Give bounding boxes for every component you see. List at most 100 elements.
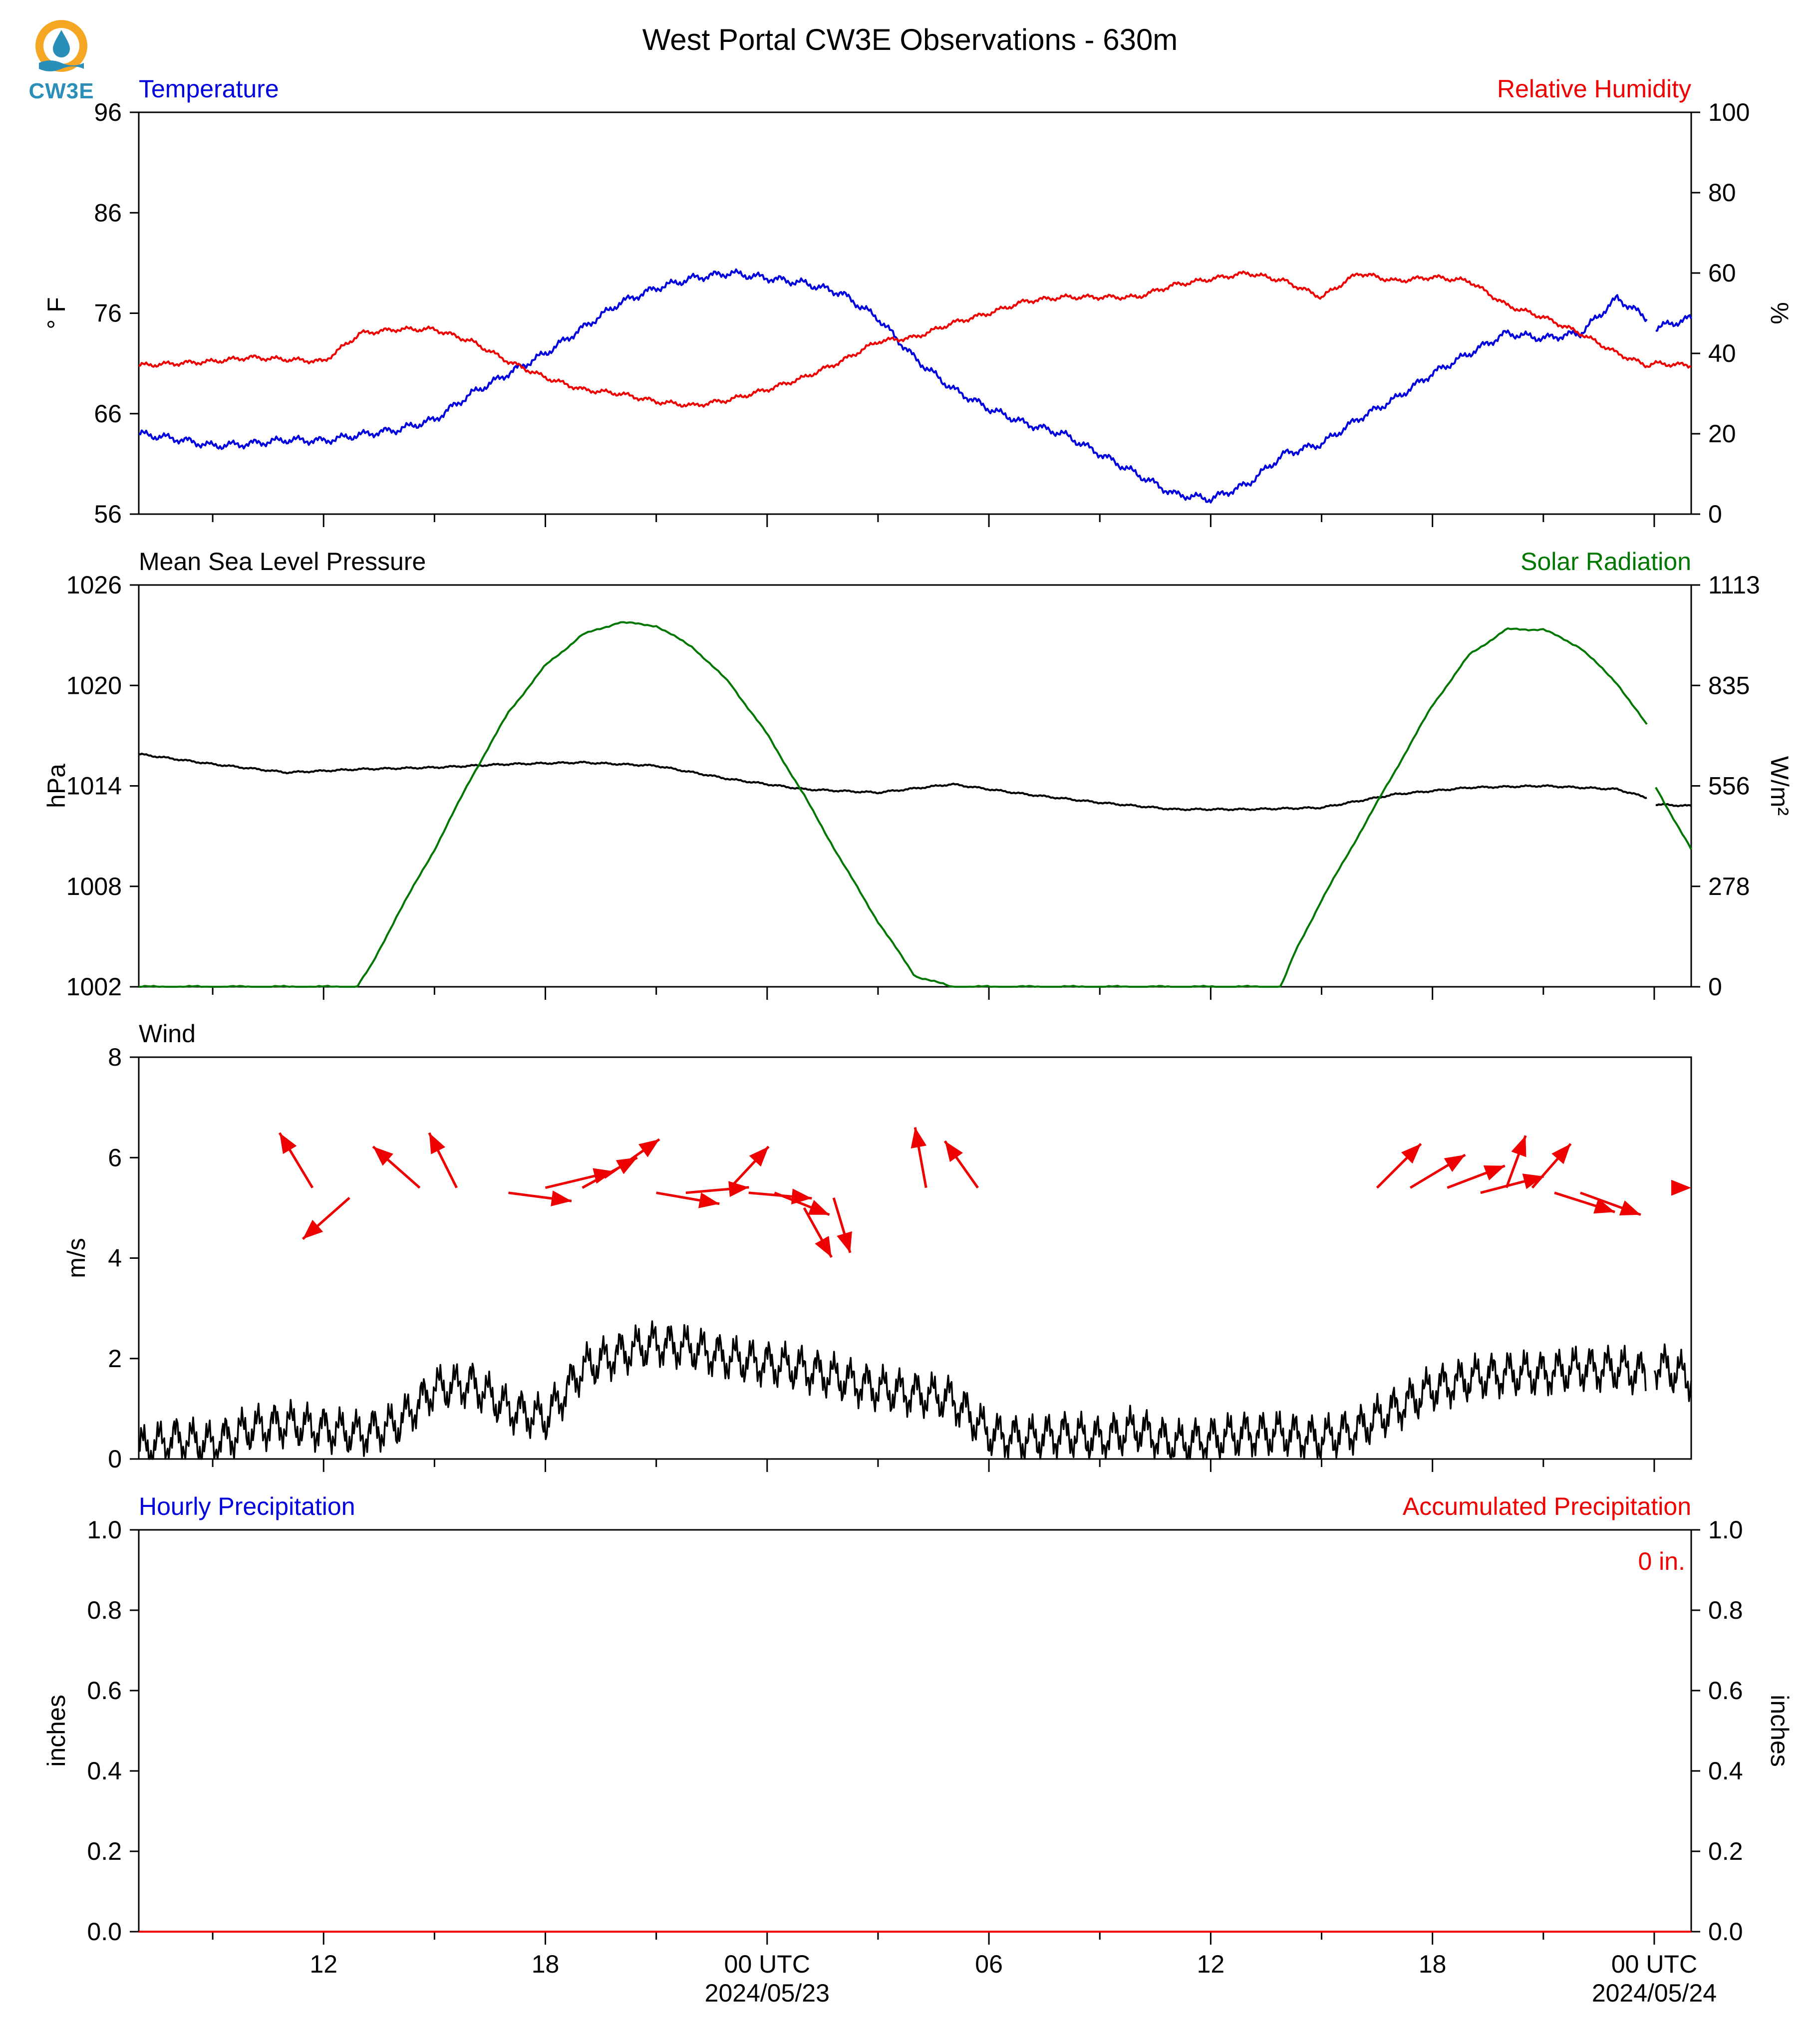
temperature-humidity-ytick-label-right: 80 xyxy=(1708,179,1736,207)
pressure-solar-ytick-label-right: 835 xyxy=(1708,671,1750,699)
pressure-solar-series-solar-radiation xyxy=(139,621,1692,988)
precipitation-ytick-label-right: 0.8 xyxy=(1708,1596,1743,1624)
precipitation-ytick-label-right: 0.4 xyxy=(1708,1757,1743,1785)
x-date-label: 2024/05/24 xyxy=(1592,1979,1717,2007)
precipitation-ytick-label-left: 0.6 xyxy=(87,1677,122,1705)
wind-title-left: Wind xyxy=(139,1020,196,1048)
wind-ytick-label-left: 8 xyxy=(108,1043,122,1071)
wind-arrow-head xyxy=(815,1236,832,1257)
wind-arrow-head xyxy=(728,1181,749,1197)
temperature-humidity-ytick-label-left: 96 xyxy=(94,98,122,126)
pressure-solar-ytick-label-left: 1026 xyxy=(66,571,122,599)
wind-arrow-head xyxy=(944,1141,963,1162)
wind-arrow-head xyxy=(638,1139,659,1158)
temperature-humidity-ytick-label-right: 0 xyxy=(1708,500,1722,528)
wind-arrow-head xyxy=(429,1133,446,1155)
wind-arrow-head xyxy=(551,1190,572,1206)
wind-arrow-head xyxy=(373,1147,393,1166)
wind-arrow-head xyxy=(1522,1173,1544,1189)
pressure-solar-title-right: Solar Radiation xyxy=(1520,548,1691,576)
temperature-humidity-frame xyxy=(138,111,1692,515)
pressure-solar-ytick-label-right: 0 xyxy=(1708,973,1722,1001)
temperature-humidity-ytick-label-right: 20 xyxy=(1708,420,1736,448)
wind-arrow-head xyxy=(698,1192,720,1208)
x-tick-label: 18 xyxy=(1419,1950,1447,1978)
x-tick-label: 12 xyxy=(1197,1950,1225,1978)
wind-ytick-label-left: 4 xyxy=(108,1244,122,1272)
temperature-humidity-ylabel-left: ° F xyxy=(42,297,70,329)
pressure-solar-ytick-label-right: 556 xyxy=(1708,772,1750,800)
wind-ylabel-left: m/s xyxy=(62,1238,90,1278)
pressure-solar-ytick-label-left: 1014 xyxy=(66,772,122,800)
x-tick-label: 06 xyxy=(975,1950,1003,1978)
precipitation-annotation: 0 in. xyxy=(1638,1547,1685,1575)
temperature-humidity-ytick-label-left: 66 xyxy=(94,400,122,428)
logo-text: CW3E xyxy=(28,79,94,103)
pressure-solar-ylabel-right: W/m² xyxy=(1766,756,1794,816)
temperature-humidity-ytick-label-right: 100 xyxy=(1708,98,1750,126)
x-tick-label: 00 UTC xyxy=(1611,1950,1697,1978)
wind-ytick-label-left: 2 xyxy=(108,1345,122,1373)
wind-arrow-head xyxy=(280,1133,297,1155)
wind-arrow-head xyxy=(837,1231,852,1253)
precipitation-ytick-label-left: 0.2 xyxy=(87,1837,122,1865)
temperature-humidity-ytick-label-left: 76 xyxy=(94,299,122,327)
wind-arrow-head xyxy=(1444,1155,1466,1172)
x-tick-label: 00 UTC xyxy=(724,1950,810,1978)
precipitation-ytick-label-right: 0.0 xyxy=(1708,1918,1743,1946)
wind-ytick-label-left: 6 xyxy=(108,1144,122,1171)
temperature-humidity-ytick-label-right: 60 xyxy=(1708,259,1736,287)
wind-arrow-head xyxy=(910,1127,927,1149)
precipitation-ytick-label-right: 0.6 xyxy=(1708,1677,1743,1705)
wind-arrow-head xyxy=(1401,1144,1421,1164)
wind-arrow-head xyxy=(791,1188,812,1205)
pressure-solar-ytick-label-right: 1113 xyxy=(1708,571,1760,599)
precipitation-ytick-label-left: 0.8 xyxy=(87,1596,122,1624)
temperature-humidity-series-temperature xyxy=(138,268,1692,504)
wind-arrow-head xyxy=(1551,1144,1571,1164)
temperature-humidity-ylabel-right: % xyxy=(1766,302,1794,324)
pressure-solar-frame xyxy=(138,584,1692,988)
temperature-humidity-title-right: Relative Humidity xyxy=(1497,75,1691,103)
temperature-humidity-series-relative-humidity xyxy=(138,270,1692,408)
wind-arrow-head xyxy=(749,1147,769,1167)
pressure-solar-ytick-label-left: 1002 xyxy=(66,973,122,1001)
precipitation-ylabel-left: inches xyxy=(42,1695,70,1767)
pressure-solar-series-mean-sea-level-pressure xyxy=(138,752,1692,812)
wind-series-wind-speed xyxy=(138,1320,1692,1460)
precipitation-frame xyxy=(138,1529,1692,1933)
temperature-humidity-ytick-label-left: 86 xyxy=(94,199,122,227)
wind-arrow-head xyxy=(1511,1136,1526,1158)
precipitation-title-right: Accumulated Precipitation xyxy=(1403,1492,1691,1520)
wind-arrow-head xyxy=(615,1158,637,1174)
x-tick-label: 18 xyxy=(532,1950,560,1978)
precipitation-ytick-label-right: 1.0 xyxy=(1708,1516,1743,1544)
precipitation-ytick-label-right: 0.2 xyxy=(1708,1837,1743,1865)
precipitation-ytick-label-left: 1.0 xyxy=(87,1516,122,1544)
precipitation-title-left: Hourly Precipitation xyxy=(139,1492,355,1520)
wind-arrow-head xyxy=(1619,1200,1641,1216)
wind-arrow-head xyxy=(808,1199,830,1215)
pressure-solar-title-left: Mean Sea Level Pressure xyxy=(139,548,426,576)
chart-title: West Portal CW3E Observations - 630m xyxy=(642,23,1178,56)
x-date-label: 2024/05/23 xyxy=(705,1979,830,2007)
precipitation-ylabel-right: inches xyxy=(1766,1695,1794,1767)
temperature-humidity-ytick-label-left: 56 xyxy=(94,500,122,528)
wind-arrow-head xyxy=(303,1219,323,1239)
wind-arrow-head xyxy=(1483,1165,1505,1180)
x-tick-label: 12 xyxy=(309,1950,337,1978)
temperature-humidity-title-left: Temperature xyxy=(139,75,279,103)
wind-ytick-label-left: 0 xyxy=(108,1445,122,1473)
pressure-solar-ylabel-left: hPa xyxy=(42,764,70,808)
cw3e-logo-icon xyxy=(35,20,87,72)
pressure-solar-ytick-label-left: 1020 xyxy=(66,671,122,699)
precipitation-ytick-label-left: 0.0 xyxy=(87,1918,122,1946)
cw3e-logo: CW3E xyxy=(24,15,99,105)
pressure-solar-ytick-label-right: 278 xyxy=(1708,872,1750,900)
wind-arrow-head xyxy=(1671,1179,1691,1196)
pressure-solar-ytick-label-left: 1008 xyxy=(66,872,122,900)
temperature-humidity-ytick-label-right: 40 xyxy=(1708,339,1736,367)
wind-arrow-head xyxy=(1593,1198,1615,1214)
precipitation-ytick-label-left: 0.4 xyxy=(87,1757,122,1785)
